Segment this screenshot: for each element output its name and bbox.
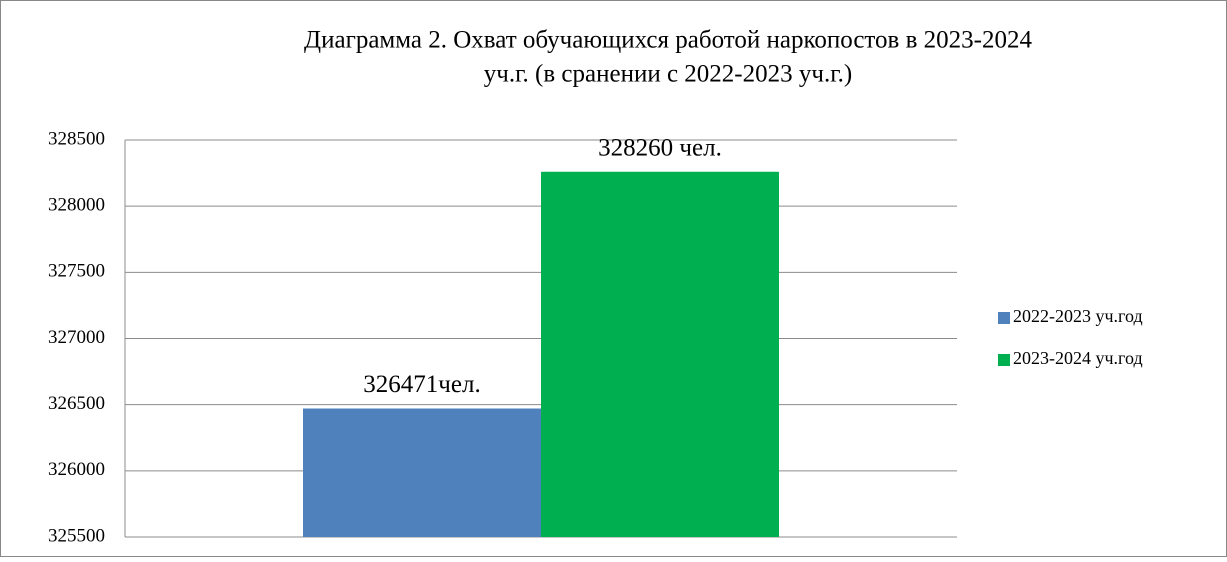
legend-label: 2023-2024 уч.год: [1013, 348, 1143, 368]
y-tick-label: 325500: [48, 525, 105, 546]
legend-swatch: [998, 312, 1010, 324]
legend-swatch: [998, 354, 1010, 366]
data-label: 326471чел.: [363, 371, 480, 398]
legend-label: 2022-2023 уч.год: [1013, 306, 1143, 326]
data-label: 328260 чел.: [598, 134, 722, 161]
bar: [541, 171, 779, 537]
y-tick-label: 328500: [48, 128, 105, 149]
chart-title: уч.г. (в сранении с 2022-2023 уч.г.): [484, 61, 852, 88]
y-tick-label: 327500: [48, 261, 105, 282]
y-tick-label: 328000: [48, 195, 105, 216]
y-tick-label: 326000: [48, 459, 105, 480]
y-tick-label: 327000: [48, 327, 105, 348]
y-tick-label: 326500: [48, 393, 105, 414]
bar: [303, 408, 541, 537]
chart-title: Диаграмма 2. Охват обучающихся работой н…: [304, 27, 1032, 54]
